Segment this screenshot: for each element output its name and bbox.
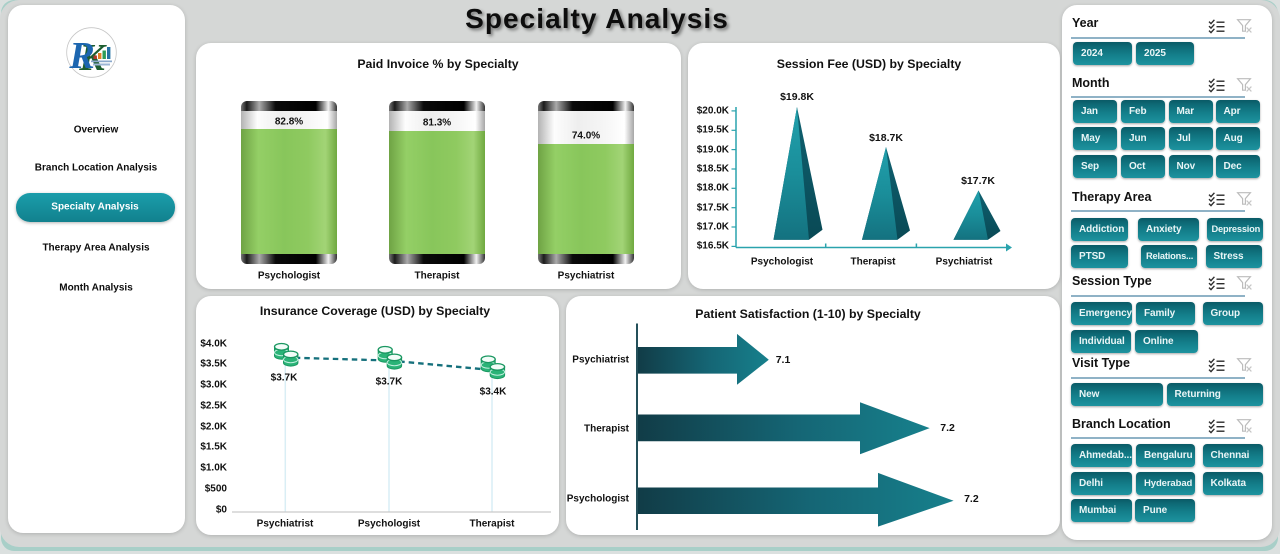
svg-text:K: K (78, 37, 107, 78)
svg-text:R: R (68, 35, 94, 77)
